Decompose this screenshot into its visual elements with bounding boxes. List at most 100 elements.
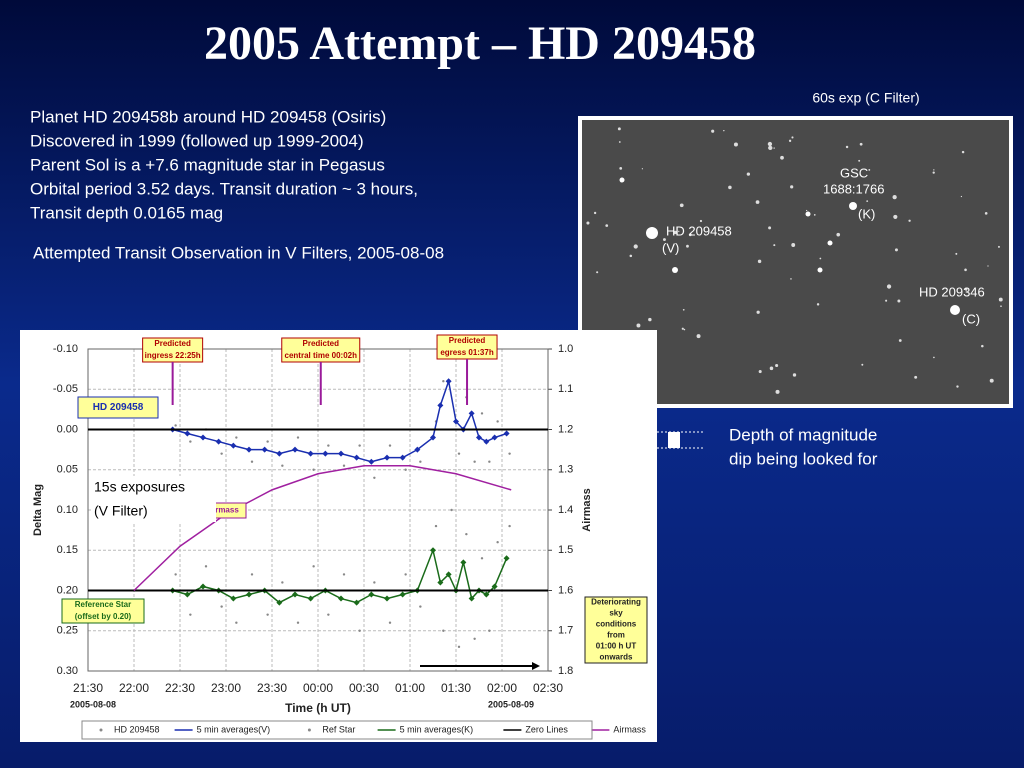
star — [886, 284, 892, 289]
legend-swatch — [99, 728, 103, 732]
star — [773, 147, 775, 149]
star — [885, 299, 888, 302]
star — [964, 288, 968, 291]
x-tick-label: 02:00 — [487, 681, 517, 695]
annotation-text: ingress 22:25h — [145, 351, 201, 360]
data-point — [292, 446, 298, 453]
data-point — [373, 581, 376, 584]
star — [673, 230, 678, 235]
image-label: (K) — [858, 206, 875, 221]
data-point — [174, 424, 177, 427]
data-point — [189, 440, 192, 443]
data-point — [250, 460, 254, 463]
y-tick-label: -0.05 — [53, 383, 78, 395]
data-point — [296, 436, 300, 439]
star — [998, 297, 1003, 302]
legend-label: Zero Lines — [525, 724, 568, 734]
star — [773, 244, 776, 247]
y2-tick-label: 1.3 — [558, 464, 573, 476]
star — [775, 389, 780, 394]
star — [758, 370, 762, 374]
data-point — [419, 605, 422, 608]
star — [984, 212, 988, 215]
annotation-text: central time 00:02h — [285, 351, 358, 360]
star — [950, 305, 960, 315]
star — [819, 257, 822, 260]
data-point — [488, 460, 491, 463]
legend-label: 5 min averages(V) — [197, 724, 271, 734]
star — [792, 373, 797, 377]
star — [908, 219, 911, 222]
star — [898, 339, 902, 342]
annotation-text: Predicted — [449, 336, 486, 345]
star — [961, 150, 965, 154]
star — [894, 248, 898, 252]
y2-tick-label: 1.5 — [558, 544, 573, 556]
data-point — [445, 571, 452, 578]
data-point — [322, 450, 329, 457]
star — [629, 254, 633, 258]
star — [681, 327, 684, 330]
star — [817, 267, 823, 273]
y2-tick-label: 1.0 — [558, 343, 573, 355]
star — [859, 142, 863, 146]
annotation-text: (offset by 0.20) — [75, 612, 132, 621]
star — [981, 344, 984, 348]
data-point — [235, 436, 238, 439]
star — [960, 195, 963, 198]
bullet: Orbital period 3.52 days. Transit durati… — [30, 179, 418, 198]
star — [805, 209, 808, 212]
star — [768, 226, 772, 230]
legend-swatch — [307, 728, 311, 732]
star — [933, 169, 935, 171]
data-point — [281, 581, 284, 584]
data-point — [327, 613, 330, 616]
star — [816, 303, 820, 306]
star — [805, 211, 811, 217]
y-tick-label: 0.10 — [57, 504, 78, 516]
star — [790, 185, 794, 189]
depth-marker — [668, 432, 680, 448]
observation: Attempted Transit Observation in V Filte… — [33, 243, 444, 262]
bullet: Transit depth 0.0165 mag — [30, 203, 223, 222]
annotation-text: conditions — [596, 620, 637, 629]
data-point — [338, 595, 344, 602]
data-point — [230, 595, 237, 602]
data-point — [442, 380, 445, 383]
data-point — [457, 645, 461, 649]
data-point — [508, 524, 511, 528]
star — [733, 142, 738, 147]
legend-label: Ref Star — [322, 724, 355, 734]
star — [711, 129, 715, 133]
legend-label: HD 209458 — [114, 724, 160, 734]
data-point — [430, 547, 436, 554]
image-label: GSC — [840, 165, 868, 180]
data-point — [342, 464, 346, 467]
y2-tick-label: 1.4 — [558, 504, 573, 516]
star — [791, 243, 796, 247]
star — [845, 145, 849, 149]
data-point — [368, 458, 375, 465]
data-point — [358, 444, 361, 447]
data-point — [338, 450, 344, 457]
annotation-text: Reference Star — [75, 600, 131, 609]
star — [633, 244, 638, 249]
y-tick-label: -0.10 — [53, 343, 78, 355]
legend-label: Airmass — [613, 724, 646, 734]
data-point — [307, 595, 314, 602]
legend-frame — [81, 720, 593, 740]
data-point — [445, 378, 452, 385]
star — [997, 245, 1000, 248]
annotation-text: onwards — [600, 653, 633, 662]
x-axis-title: Time (h UT) — [285, 701, 351, 715]
data-point — [353, 454, 360, 461]
star — [933, 356, 935, 359]
data-point — [246, 446, 252, 453]
x-tick-label: 00:30 — [349, 681, 379, 695]
data-point — [491, 583, 498, 590]
image-label: HD 209346 — [919, 284, 985, 299]
star — [699, 219, 703, 223]
star — [755, 200, 760, 204]
data-point — [483, 438, 490, 445]
